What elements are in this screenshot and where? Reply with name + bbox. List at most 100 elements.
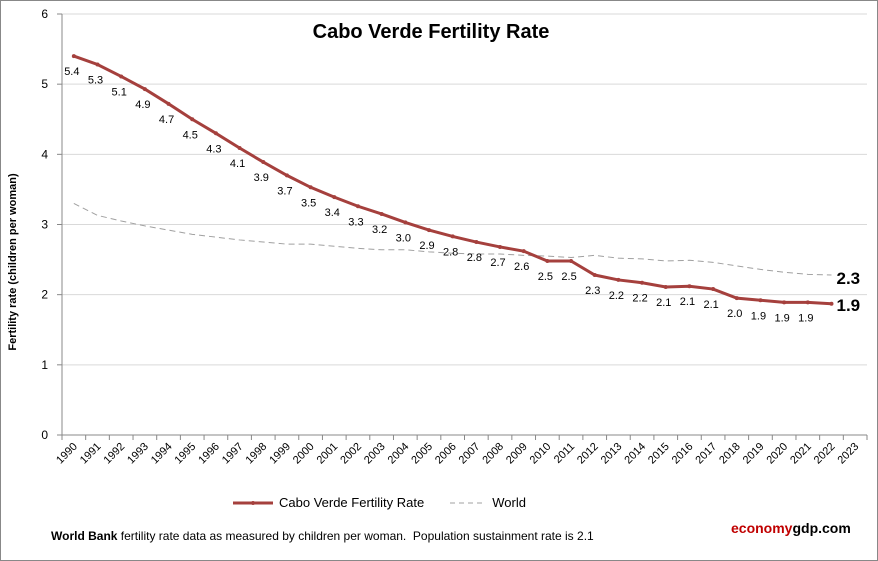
legend-swatch-world bbox=[450, 502, 487, 503]
footer-note: World Bank fertility rate data as measur… bbox=[51, 529, 594, 543]
data-point bbox=[521, 249, 526, 254]
data-point bbox=[782, 300, 787, 305]
x-tick-label: 2004 bbox=[386, 441, 412, 467]
y-tick-label: 2 bbox=[41, 288, 48, 302]
data-point bbox=[213, 131, 218, 136]
x-tick-label: 2005 bbox=[409, 441, 435, 467]
brand-part1: economy bbox=[731, 520, 793, 536]
data-label: 2.2 bbox=[609, 290, 624, 302]
data-point bbox=[829, 301, 834, 306]
series-line-world bbox=[73, 203, 832, 276]
data-label: 2.8 bbox=[443, 246, 458, 258]
x-tick-label: 1995 bbox=[173, 441, 199, 467]
data-point bbox=[190, 117, 195, 122]
data-point bbox=[71, 54, 76, 59]
data-label: 2.5 bbox=[538, 271, 553, 283]
data-label: 4.7 bbox=[159, 114, 174, 126]
x-tick-label: 2015 bbox=[646, 441, 672, 467]
end-label-world: 2.3 bbox=[836, 269, 860, 288]
x-tick-label: 2020 bbox=[764, 441, 790, 467]
data-label: 2.1 bbox=[703, 299, 718, 311]
data-label: 3.3 bbox=[348, 216, 363, 228]
data-label: 2.1 bbox=[680, 296, 695, 308]
legend-label-world: World bbox=[492, 495, 526, 510]
data-label: 5.3 bbox=[88, 75, 103, 87]
data-point bbox=[474, 240, 479, 245]
data-label: 4.9 bbox=[135, 99, 150, 111]
x-tick-label: 2019 bbox=[741, 441, 767, 467]
data-point bbox=[95, 62, 100, 67]
x-tick-label: 2023 bbox=[835, 441, 861, 467]
data-point bbox=[592, 273, 597, 278]
footer-text: fertility rate data as measured by child… bbox=[117, 529, 594, 543]
x-tick-label: 2006 bbox=[433, 441, 459, 467]
data-point bbox=[687, 284, 692, 289]
data-label: 5.4 bbox=[64, 66, 79, 78]
y-tick-label: 5 bbox=[41, 77, 48, 91]
x-tick-label: 1990 bbox=[54, 441, 80, 467]
legend-label-cabo-verde: Cabo Verde Fertility Rate bbox=[279, 495, 425, 510]
x-tick-label: 2017 bbox=[693, 441, 719, 467]
x-tick-label: 1991 bbox=[78, 441, 104, 467]
data-label: 2.3 bbox=[585, 285, 600, 297]
data-label: 3.4 bbox=[325, 207, 340, 219]
data-label: 2.5 bbox=[561, 271, 576, 283]
x-tick-label: 1996 bbox=[196, 441, 222, 467]
data-label: 3.9 bbox=[254, 172, 269, 184]
y-tick-label: 4 bbox=[41, 147, 48, 161]
data-point bbox=[237, 146, 242, 151]
brand-logo: economygdp.com bbox=[731, 520, 851, 536]
data-label: 4.3 bbox=[206, 143, 221, 155]
legend: Cabo Verde Fertility Rate World bbox=[233, 495, 526, 510]
y-tick-label: 3 bbox=[41, 218, 48, 232]
footer-source: World Bank bbox=[51, 529, 118, 543]
x-tick-label: 1997 bbox=[220, 441, 246, 467]
data-label: 1.9 bbox=[798, 312, 813, 324]
data-point bbox=[379, 211, 384, 216]
x-tick-label: 2016 bbox=[670, 441, 696, 467]
data-label: 4.1 bbox=[230, 158, 245, 170]
data-point bbox=[758, 298, 763, 303]
data-point bbox=[426, 228, 431, 233]
data-label: 4.5 bbox=[183, 129, 198, 141]
data-point bbox=[355, 204, 360, 209]
series-line-cabo-verde bbox=[73, 54, 832, 306]
data-point bbox=[284, 173, 289, 178]
x-tick-label: 2018 bbox=[717, 441, 743, 467]
data-point bbox=[119, 74, 124, 79]
end-label-cabo-verde: 1.9 bbox=[836, 296, 860, 315]
x-tick-label: 1992 bbox=[102, 441, 128, 467]
data-label: 5.1 bbox=[112, 86, 127, 98]
y-tick-label: 1 bbox=[41, 358, 48, 372]
data-point bbox=[166, 101, 171, 106]
data-label: 2.8 bbox=[467, 252, 482, 264]
data-point bbox=[711, 287, 716, 292]
x-tick-label: 2003 bbox=[362, 441, 388, 467]
data-label: 1.9 bbox=[774, 312, 789, 324]
brand-part2: gdp.com bbox=[792, 520, 851, 536]
data-point bbox=[332, 195, 337, 200]
data-point bbox=[616, 277, 621, 282]
data-point bbox=[734, 296, 739, 301]
x-tick-label: 2022 bbox=[812, 441, 838, 467]
data-label: 1.9 bbox=[751, 310, 766, 322]
data-point bbox=[663, 284, 668, 289]
data-point bbox=[805, 300, 810, 305]
data-point bbox=[450, 234, 455, 239]
data-label: 2.7 bbox=[490, 257, 505, 269]
data-label: 3.7 bbox=[277, 185, 292, 197]
data-label: 3.2 bbox=[372, 224, 387, 236]
data-point bbox=[498, 244, 503, 249]
x-tick-label: 2008 bbox=[480, 441, 506, 467]
legend-swatch-cabo-verde bbox=[233, 500, 273, 505]
x-tick-label: 2021 bbox=[788, 441, 814, 467]
x-tick-label: 2002 bbox=[338, 441, 364, 467]
data-point bbox=[545, 258, 550, 263]
data-point bbox=[569, 258, 574, 263]
x-tick-label: 2007 bbox=[457, 441, 483, 467]
x-tick-label: 1993 bbox=[125, 441, 151, 467]
data-label: 2.9 bbox=[419, 240, 434, 252]
data-point bbox=[308, 185, 313, 190]
